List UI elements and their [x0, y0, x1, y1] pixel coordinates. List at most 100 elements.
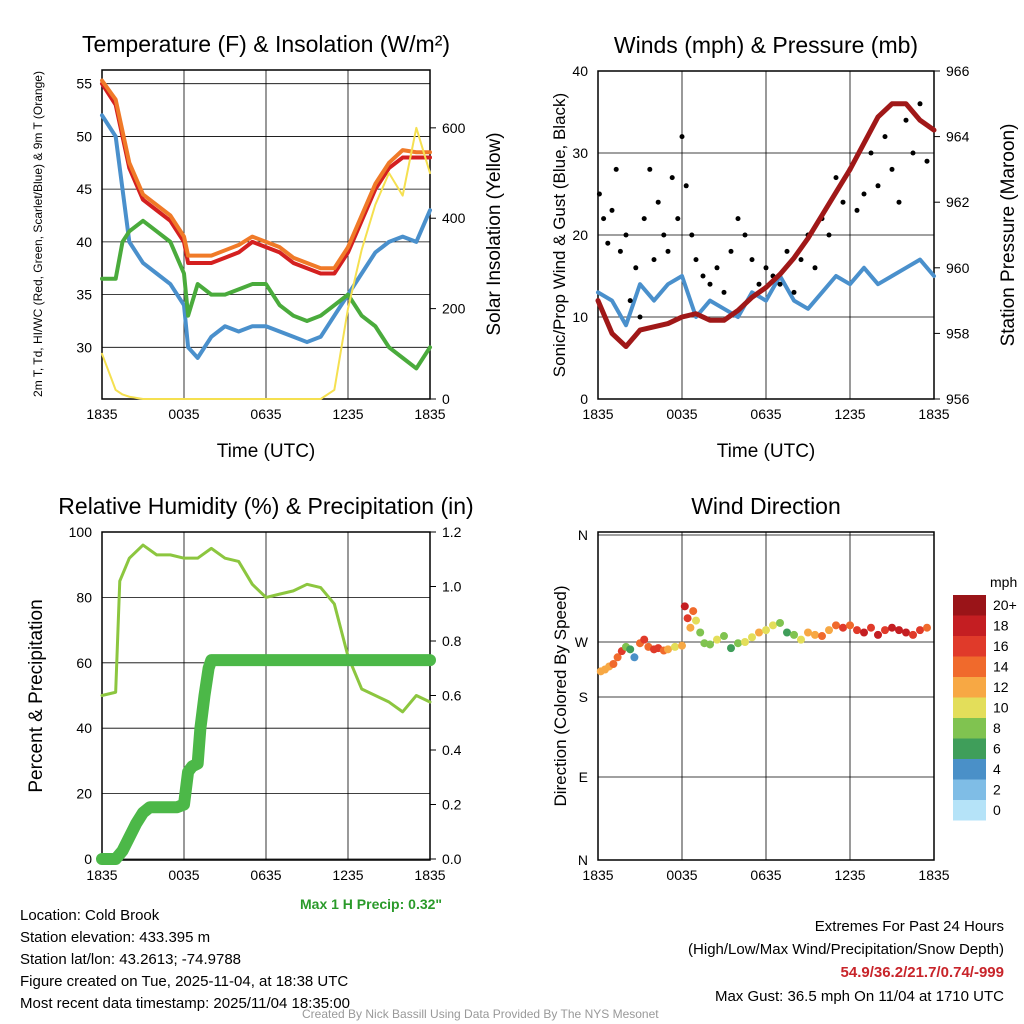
- y2-tick-label: 956: [946, 391, 970, 407]
- legend-swatch: [953, 800, 986, 821]
- legend-swatch: [953, 636, 986, 657]
- x-tick-label: 1235: [834, 406, 865, 422]
- latlon-text: Station lat/lon: 43.2613; -74.9788: [20, 951, 242, 968]
- x-tick-label: 0635: [750, 406, 781, 422]
- y2-tick-label: 1.2: [442, 524, 462, 540]
- legend-swatch: [953, 677, 986, 698]
- series-line-rh: [100, 543, 432, 714]
- gust-point: [721, 289, 727, 295]
- series-line-hi-wc: [100, 218, 432, 371]
- y-tick-label: 20: [76, 786, 92, 802]
- series-line-2m-t: [100, 81, 432, 276]
- created-text: Figure created on Tue, 2025-11-04, at 18…: [20, 973, 349, 990]
- series-line-solar-insolation: [101, 126, 431, 400]
- legend-label: 4: [993, 761, 1001, 777]
- gust-point: [896, 199, 902, 205]
- direction-point: [706, 640, 714, 649]
- gust-point: [784, 248, 790, 254]
- legend-label: 6: [993, 741, 1001, 757]
- direction-point: [609, 660, 618, 668]
- gust-point: [917, 101, 923, 107]
- extremes-title: Extremes For Past 24 Hours: [814, 918, 1004, 935]
- gust-point: [812, 265, 818, 271]
- gust-point: [679, 134, 685, 140]
- gust-point: [763, 265, 769, 271]
- x-tick-label: 0035: [168, 406, 199, 422]
- gust-point: [641, 216, 647, 222]
- x-tick-label: 1235: [834, 867, 865, 883]
- gust-point: [647, 166, 653, 172]
- legend-label: 12: [993, 679, 1009, 695]
- gust-point: [924, 158, 930, 164]
- x-tick-label: 1235: [332, 406, 363, 422]
- x-tick-label: 1835: [86, 406, 117, 422]
- x-tick-label: 1235: [332, 867, 363, 883]
- direction-point: [790, 630, 798, 639]
- series-line-precip: [96, 654, 436, 865]
- direction-point: [755, 628, 763, 637]
- y-tick-label: 40: [76, 720, 92, 736]
- direction-point: [811, 630, 819, 639]
- gust-point: [735, 216, 741, 222]
- legend-label: 10: [993, 700, 1009, 716]
- direction-point: [783, 628, 791, 637]
- direction-point: [909, 630, 917, 639]
- direction-point: [832, 621, 840, 630]
- direction-point: [846, 621, 854, 630]
- gust-point: [651, 257, 657, 263]
- legend-swatch: [953, 779, 986, 800]
- x-tick-label: 0035: [666, 406, 697, 422]
- direction-point: [881, 626, 889, 635]
- gust-point: [728, 248, 734, 254]
- legend-title: mph: [990, 574, 1017, 590]
- x-tick-label: 0035: [168, 867, 199, 883]
- y-tick-label: E: [579, 769, 588, 785]
- y-tick-label: 55: [76, 76, 92, 92]
- y-tick-label: 50: [76, 128, 92, 144]
- y2-tick-label: 200: [442, 301, 466, 317]
- y-tick-label: 35: [76, 287, 92, 303]
- gust-point: [609, 207, 615, 213]
- y2-tick-label: 964: [946, 129, 970, 145]
- x-tick-label: 1835: [86, 867, 117, 883]
- y-tick-label: S: [579, 689, 588, 705]
- gust-point: [623, 232, 629, 238]
- gust-point: [756, 281, 762, 287]
- direction-point: [686, 623, 695, 632]
- y2-tick-label: 0.6: [442, 688, 462, 704]
- y-axis-label: Direction (Colored By Speed): [551, 585, 570, 806]
- y-tick-label: N: [578, 852, 588, 868]
- direction-point: [720, 632, 728, 641]
- y-tick-label: 100: [69, 524, 93, 540]
- direction-point: [797, 635, 805, 644]
- series-line-9m-t: [100, 78, 432, 271]
- direction-point: [853, 626, 861, 635]
- y2-axis-label: Solar Insolation (Yellow): [484, 132, 505, 335]
- direction-point: [683, 614, 692, 623]
- series-line-wind: [596, 257, 936, 328]
- chart-title: Winds (mph) & Pressure (mb): [614, 32, 918, 58]
- y-axis-label: 2m T, Td, HI/WC (Red, Green, Scarlet/Blu…: [31, 71, 45, 397]
- direction-point: [671, 642, 679, 651]
- series-line-td: [100, 113, 432, 360]
- direction-point: [626, 645, 635, 654]
- y2-tick-label: 0: [442, 391, 450, 407]
- legend-label: 16: [993, 638, 1009, 654]
- gust-point: [854, 207, 860, 213]
- x-tick-label: 1835: [414, 867, 445, 883]
- direction-point: [741, 638, 749, 646]
- gust-point: [840, 199, 846, 205]
- y2-tick-label: 0.4: [442, 742, 462, 758]
- direction-point: [860, 628, 868, 637]
- legend-swatch: [953, 738, 986, 759]
- y2-tick-label: 962: [946, 194, 970, 210]
- gust-point: [605, 240, 611, 246]
- gust-point: [700, 273, 706, 279]
- y2-tick-label: 0.8: [442, 633, 462, 649]
- gust-point: [777, 281, 783, 287]
- direction-point: [923, 623, 931, 632]
- x-tick-label: 1835: [918, 406, 949, 422]
- y2-tick-label: 966: [946, 63, 970, 79]
- x-tick-label: 0635: [250, 406, 281, 422]
- legend-swatch: [953, 615, 986, 636]
